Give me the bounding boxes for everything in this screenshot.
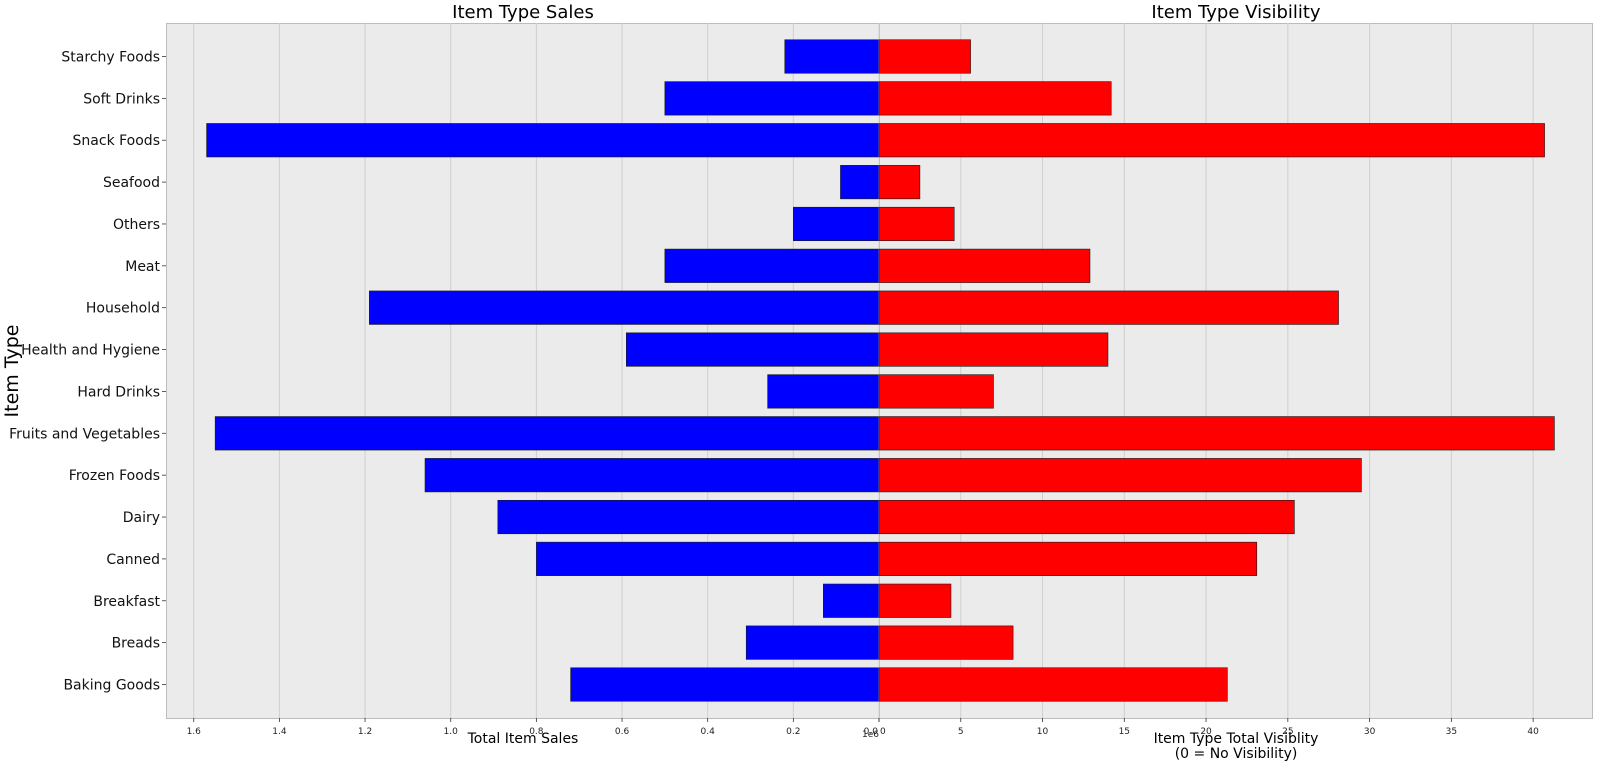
left-tick-label: 1.4 <box>272 727 287 737</box>
visibility-bar <box>878 332 1109 367</box>
left-bars <box>206 39 880 702</box>
right-tick-label: 25 <box>1282 727 1293 737</box>
right-tick-label: 0 <box>880 727 886 737</box>
category-label: Dairy <box>123 510 160 526</box>
visibility-bar <box>878 625 1014 660</box>
left-tick-label: 0.2 <box>786 727 800 737</box>
right-bars <box>878 39 1555 702</box>
category-label: Soft Drinks <box>83 91 160 107</box>
sales-bar <box>497 499 880 535</box>
visibility-bar <box>878 583 952 618</box>
left-tick-label: 1.0 <box>444 727 459 737</box>
sales-bar <box>745 625 880 660</box>
left-panel-title: Item Type Sales <box>452 2 594 23</box>
right-tick-label: 15 <box>1119 727 1130 737</box>
left-tick-label: 0.4 <box>701 727 716 737</box>
left-tick-label: 1.2 <box>358 727 372 737</box>
right-x-ticks: 0 5 10 15 20 25 30 35 40 <box>878 718 1539 737</box>
category-label: Breads <box>112 636 160 652</box>
category-label: Meat <box>125 259 160 275</box>
category-label: Seafood <box>103 175 160 191</box>
visibility-bar <box>878 499 1295 535</box>
category-label: Hard Drinks <box>77 384 160 400</box>
visibility-bar <box>878 374 994 409</box>
category-label: Household <box>86 301 160 317</box>
sales-bar <box>424 458 880 493</box>
category-label: Frozen Foods <box>69 468 160 484</box>
right-tick-label: 5 <box>958 727 964 737</box>
visibility-bar <box>878 541 1258 576</box>
visibility-bar <box>878 39 971 74</box>
category-label: Health and Hygiene <box>21 343 160 359</box>
visibility-bar <box>878 667 1228 702</box>
visibility-bar <box>878 206 955 242</box>
visibility-bar <box>878 416 1555 451</box>
left-x-axis-label: Total Item Sales <box>467 731 579 747</box>
left-tick-label: 0.0 <box>864 727 879 737</box>
right-tick-label: 35 <box>1446 727 1457 737</box>
category-label: Canned <box>106 552 160 568</box>
y-axis-title: Item Type <box>1 325 23 418</box>
sales-bar <box>214 416 880 451</box>
right-panel: 0 5 10 15 20 25 30 35 40 Item Type Visibility It… <box>878 2 1593 762</box>
sales-bar <box>570 667 880 702</box>
category-label: Breakfast <box>93 594 160 610</box>
category-label: Fruits and Vegetables <box>9 426 160 442</box>
right-panel-title: Item Type Visibility <box>1151 2 1321 23</box>
sales-bar <box>206 123 880 158</box>
right-tick-label: 10 <box>1037 727 1049 737</box>
visibility-bar <box>878 290 1339 325</box>
sales-bar <box>767 374 880 409</box>
category-label: Baking Goods <box>63 678 160 694</box>
right-x-axis-label-line2: (0 = No Visibility) <box>1175 746 1298 762</box>
category-label: Starchy Foods <box>61 49 160 65</box>
sales-bar <box>784 39 880 74</box>
left-x-offset-label: 1e6 <box>862 730 879 740</box>
category-label: Snack Foods <box>73 133 160 149</box>
right-x-axis-label: Item Type Total Visiblity <box>1154 731 1319 747</box>
visibility-bar <box>878 458 1362 493</box>
right-tick-label: 20 <box>1200 727 1212 737</box>
left-panel: 0.0 0.2 0.4 0.6 0.8 1.0 1.2 1.4 1.6 Item Type Sa… <box>166 2 880 747</box>
left-tick-label: 0.6 <box>615 727 630 737</box>
sales-bar <box>369 290 880 325</box>
visibility-bar <box>878 165 921 200</box>
sales-bar <box>823 583 880 618</box>
sales-bar <box>793 206 880 242</box>
y-axis-categories: Baking Goods Breads Breakfast Canned Dairy Fr… <box>9 49 166 694</box>
right-tick-label: 30 <box>1364 727 1376 737</box>
sales-bar <box>626 332 880 367</box>
visibility-bar <box>878 123 1545 158</box>
sales-bar <box>536 541 880 576</box>
sales-bar <box>840 165 880 200</box>
visibility-bar <box>878 81 1112 116</box>
left-tick-label: 0.8 <box>529 727 544 737</box>
left-tick-label: 1.6 <box>187 727 202 737</box>
right-tick-label: 40 <box>1527 727 1539 737</box>
category-label: Others <box>113 217 160 233</box>
visibility-bar <box>878 248 1091 283</box>
sales-bar <box>664 248 880 283</box>
sales-bar <box>664 81 880 116</box>
